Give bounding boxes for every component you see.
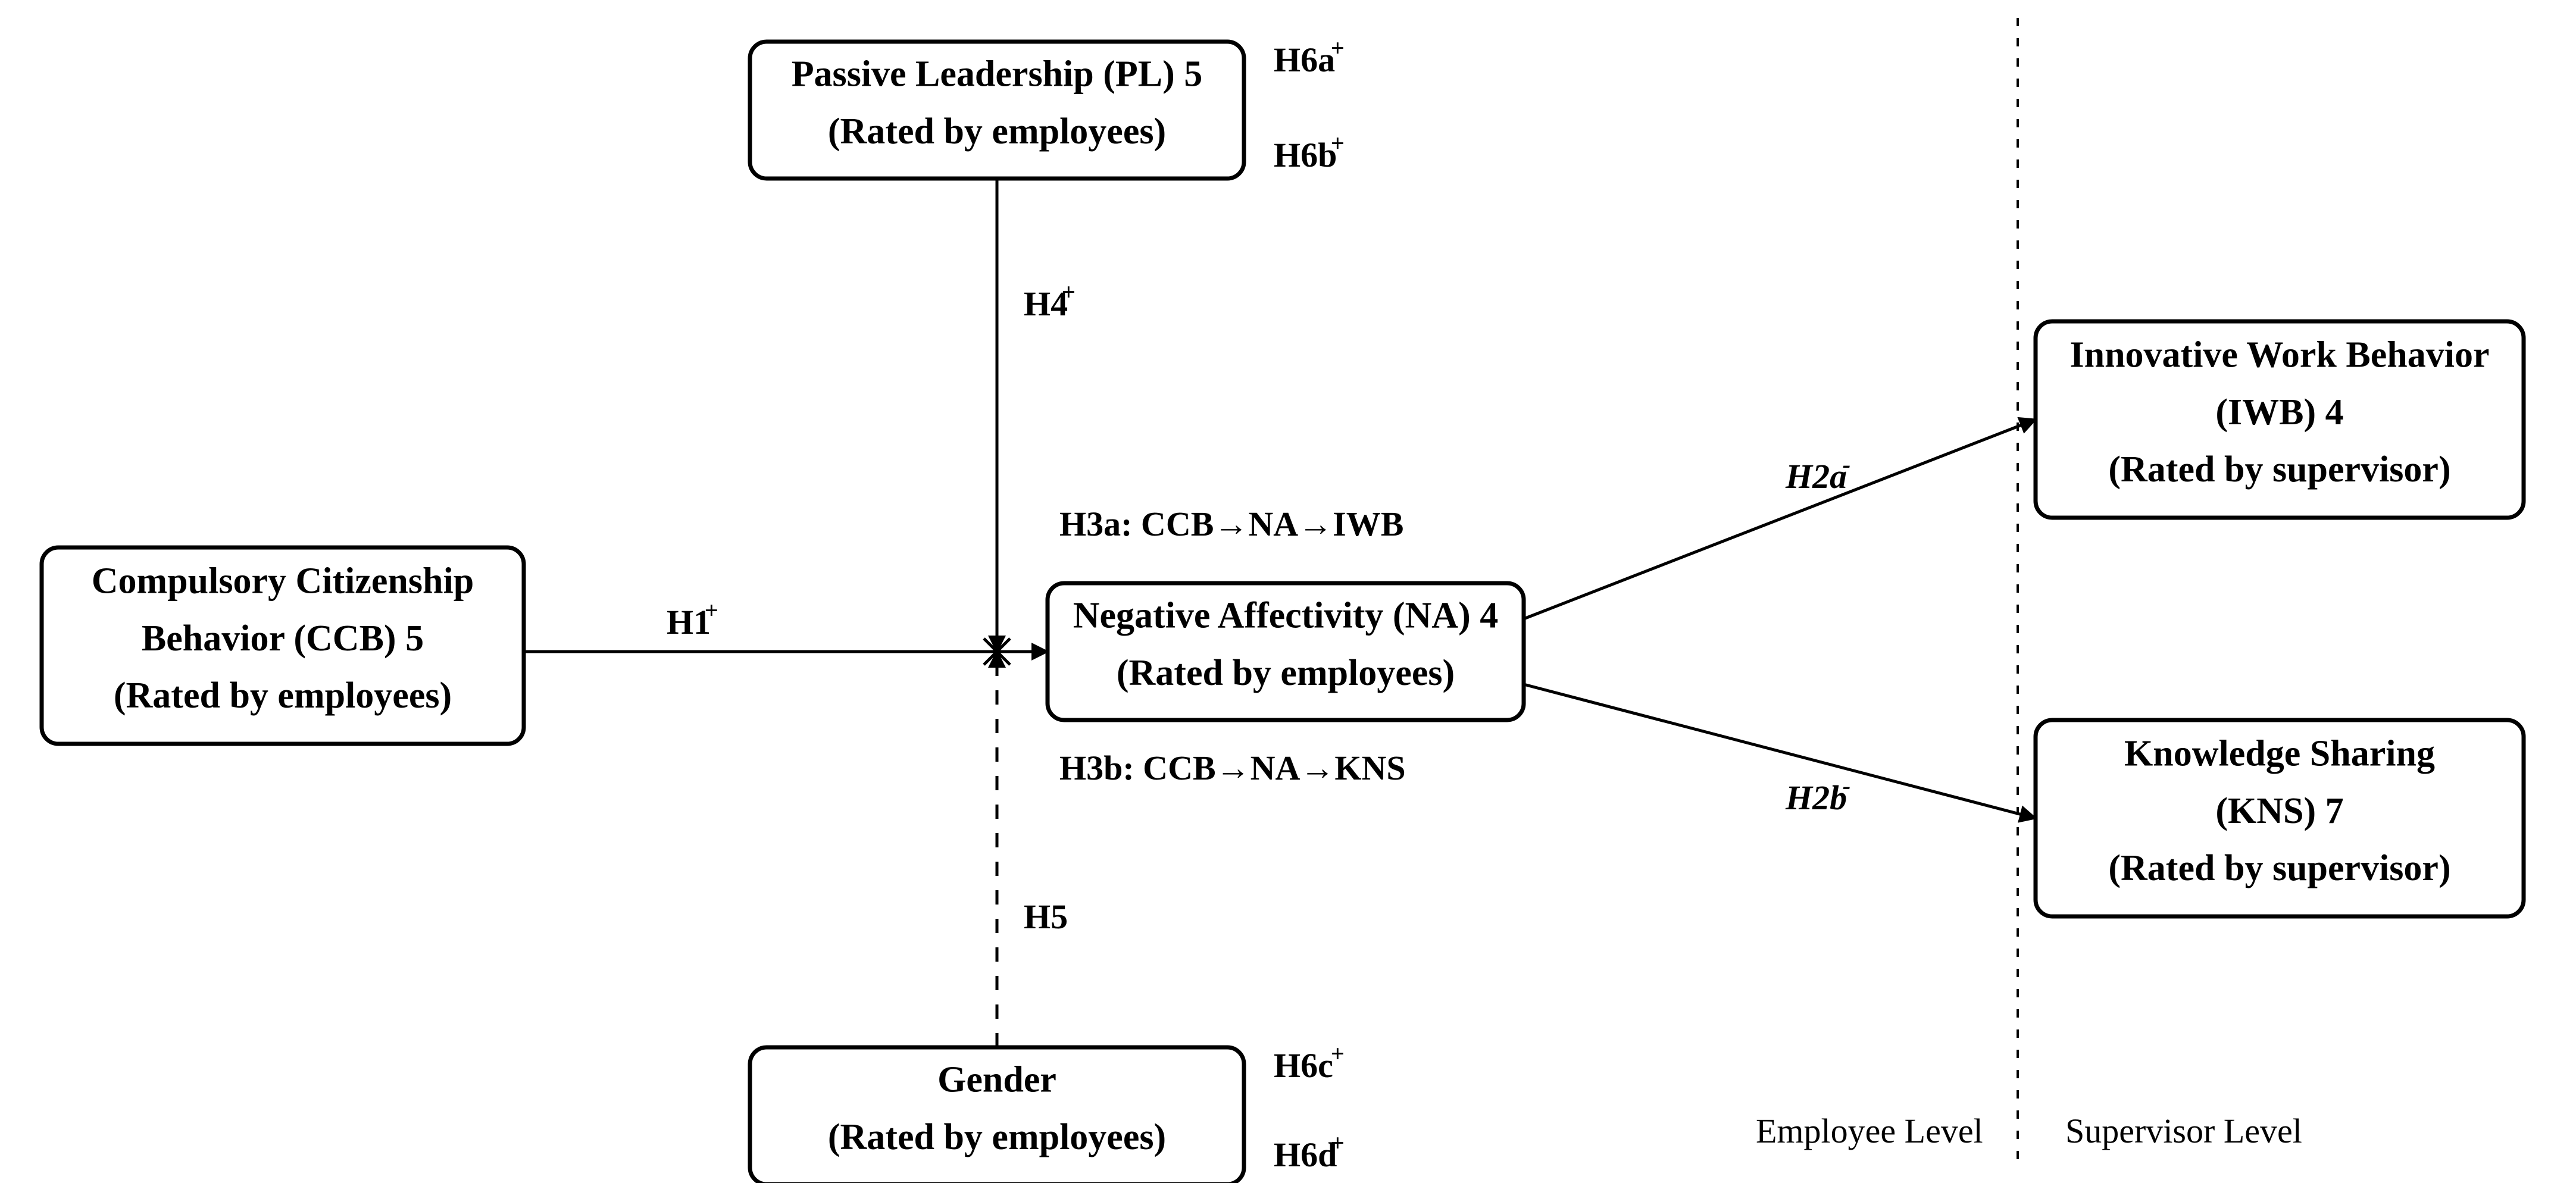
label-h5: H5: [1024, 897, 1068, 936]
label-h2a-sup: -: [1843, 451, 1851, 478]
label-h6a: H6a: [1274, 40, 1335, 79]
node-iwb: Innovative Work Behavior (IWB) 4 (Rated by…: [2036, 321, 2524, 518]
node-gender-text-0: Gender: [937, 1060, 1056, 1100]
label-h2b-sup: -: [1843, 772, 1851, 799]
node-na-text-0: Negative Affectivity (NA) 4: [1073, 596, 1498, 636]
node-ccb-text-1: Behavior (CCB) 5: [142, 618, 424, 659]
node-na: Negative Affectivity (NA) 4 (Rated by emp…: [1048, 583, 1524, 720]
label-h6c: H6c: [1274, 1046, 1333, 1085]
region-label-supervisor: Supervisor Level: [2065, 1112, 2302, 1150]
label-h3a: H3a: CCB→NA→IWB: [1059, 505, 1403, 543]
node-iwb-text-2: (Rated by supervisor): [2108, 449, 2450, 490]
label-h2b: H2b: [1785, 778, 1847, 817]
edge-h2b: [1524, 684, 2036, 818]
label-h6d-sup: +: [1331, 1129, 1345, 1156]
label-h3b: H3b: CCB→NA→KNS: [1059, 749, 1406, 787]
node-na-text-1: (Rated by employees): [1117, 653, 1455, 693]
node-kns-text-0: Knowledge Sharing: [2124, 734, 2435, 774]
node-gender-text-1: (Rated by employees): [828, 1117, 1166, 1157]
label-h4-sup: +: [1062, 278, 1076, 305]
node-kns-text-1: (KNS) 7: [2215, 791, 2343, 831]
node-iwb-text-1: (IWB) 4: [2215, 392, 2343, 433]
node-pl: Passive Leadership (PL) 5 (Rated by emplo…: [750, 42, 1244, 179]
node-ccb: Compulsory Citizenship Behavior (CCB) 5 (R…: [42, 547, 524, 744]
node-gender: Gender (Rated by employees): [750, 1047, 1244, 1183]
label-h1-sup: +: [705, 597, 718, 624]
node-ccb-text-2: (Rated by employees): [114, 675, 452, 716]
node-pl-text-0: Passive Leadership (PL) 5: [792, 54, 1203, 95]
label-h2a: H2a: [1785, 457, 1847, 496]
node-iwb-text-0: Innovative Work Behavior: [2069, 335, 2489, 375]
region-label-employee: Employee Level: [1756, 1112, 1983, 1150]
label-h6c-sup: +: [1331, 1040, 1345, 1067]
node-kns-text-2: (Rated by supervisor): [2108, 848, 2450, 888]
label-h6b-sup: +: [1331, 130, 1345, 157]
node-kns: Knowledge Sharing (KNS) 7 (Rated by superv…: [2036, 720, 2524, 916]
label-h6a-sup: +: [1331, 35, 1345, 61]
node-ccb-text-0: Compulsory Citizenship: [92, 561, 474, 602]
node-pl-text-1: (Rated by employees): [828, 111, 1166, 152]
label-h6d: H6d: [1274, 1135, 1337, 1174]
label-h6b: H6b: [1274, 136, 1337, 174]
edge-h2a: [1524, 420, 2036, 619]
